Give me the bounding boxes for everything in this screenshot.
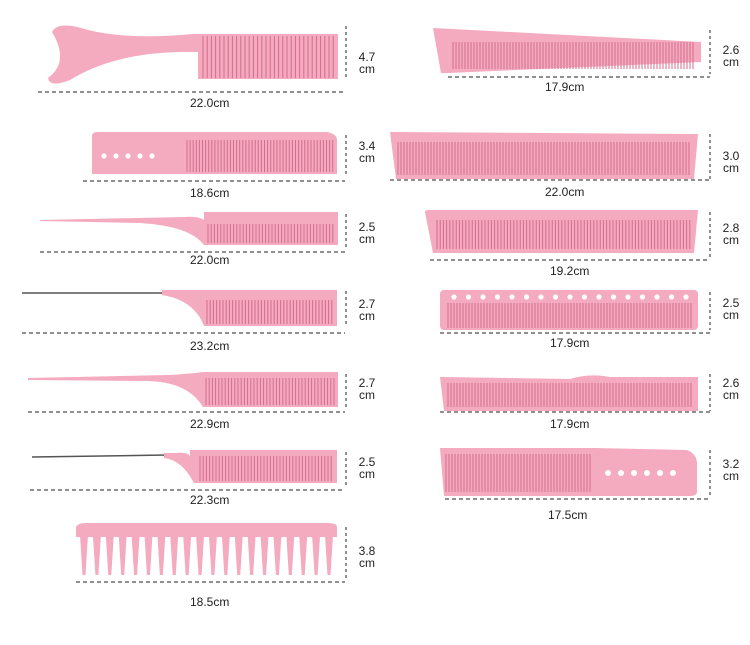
comb-12-graphic (440, 375, 698, 411)
comb-5-graphic (28, 372, 338, 407)
width-label: 2.6 cm (716, 44, 746, 68)
length-label: 17.9cm (550, 336, 590, 350)
length-label: 17.5cm (548, 508, 588, 522)
width-unit: cm (723, 233, 739, 247)
comb-13-graphic (440, 448, 697, 496)
width-value: 2.7 (358, 297, 376, 311)
width-label: 2.8 cm (716, 222, 746, 246)
width-value: 4.7 (358, 50, 376, 64)
width-value: 3.4 (358, 139, 376, 153)
width-unit: cm (359, 309, 375, 323)
width-unit: cm (359, 467, 375, 481)
width-label: 2.7 cm (352, 377, 382, 401)
width-label: 3.4 cm (352, 140, 382, 164)
width-unit: cm (359, 62, 375, 76)
width-label: 2.5 cm (716, 297, 746, 321)
width-unit: cm (723, 161, 739, 175)
width-unit: cm (359, 556, 375, 570)
width-label: 2.7 cm (352, 298, 382, 322)
comb-2-graphic (92, 132, 337, 174)
width-label: 3.0 cm (716, 150, 746, 174)
width-value: 2.7 (358, 376, 376, 390)
width-unit: cm (723, 55, 739, 69)
length-label: 17.9cm (550, 417, 590, 431)
width-unit: cm (723, 308, 739, 322)
comb-1-graphic (48, 25, 338, 84)
width-label: 2.6 cm (716, 377, 746, 401)
length-label: 22.0cm (190, 253, 230, 267)
length-label: 22.3cm (190, 493, 230, 507)
width-unit: cm (723, 469, 739, 483)
width-value: 2.8 (722, 221, 740, 235)
width-value: 2.5 (722, 296, 740, 310)
comb-9-graphic (390, 132, 698, 179)
width-value: 2.6 (722, 43, 740, 57)
width-unit: cm (359, 388, 375, 402)
width-label: 4.7 cm (352, 51, 382, 75)
length-label: 23.2cm (190, 339, 230, 353)
width-value: 3.8 (358, 544, 376, 558)
width-value: 2.5 (358, 455, 376, 469)
comb-11-graphic (440, 290, 698, 330)
comb-10-graphic (425, 210, 698, 253)
width-value: 2.6 (722, 376, 740, 390)
length-label: 22.0cm (545, 185, 585, 199)
comb-4-graphic (22, 290, 337, 326)
length-label: 19.2cm (550, 264, 590, 278)
width-label: 3.2 cm (716, 458, 746, 482)
length-label: 22.9cm (190, 417, 230, 431)
length-label: 18.5cm (190, 595, 230, 609)
width-value: 3.0 (722, 149, 740, 163)
comb-3-graphic (40, 212, 338, 245)
width-unit: cm (723, 388, 739, 402)
length-label: 18.6cm (190, 186, 230, 200)
width-label: 2.5 cm (352, 456, 382, 480)
comb-8-graphic (433, 28, 701, 73)
width-unit: cm (359, 232, 375, 246)
length-label: 22.0cm (190, 96, 230, 110)
length-label: 17.9cm (545, 80, 585, 94)
comb-6-graphic (31, 450, 337, 483)
width-value: 3.2 (722, 457, 740, 471)
width-label: 2.5 cm (352, 221, 382, 245)
width-value: 2.5 (358, 220, 376, 234)
comb-7-graphic (76, 523, 337, 575)
width-unit: cm (359, 151, 375, 165)
width-label: 3.8 cm (352, 545, 382, 569)
